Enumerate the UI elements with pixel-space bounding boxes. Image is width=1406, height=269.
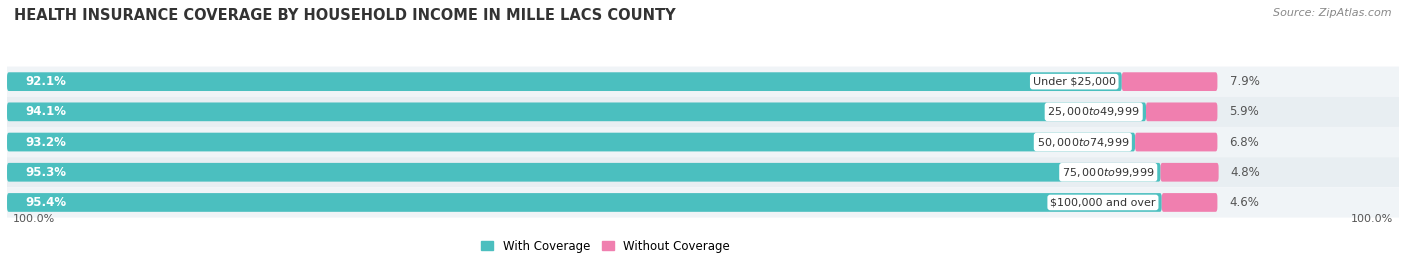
FancyBboxPatch shape: [7, 72, 1122, 91]
Text: 7.9%: 7.9%: [1229, 75, 1260, 88]
FancyBboxPatch shape: [7, 193, 1161, 212]
FancyBboxPatch shape: [1135, 133, 1218, 151]
Text: 100.0%: 100.0%: [1351, 214, 1393, 224]
Text: 4.8%: 4.8%: [1230, 166, 1260, 179]
FancyBboxPatch shape: [7, 127, 1399, 157]
FancyBboxPatch shape: [1161, 193, 1218, 212]
Text: 94.1%: 94.1%: [25, 105, 66, 118]
Text: 4.6%: 4.6%: [1229, 196, 1260, 209]
Text: 95.4%: 95.4%: [25, 196, 66, 209]
FancyBboxPatch shape: [7, 66, 1399, 97]
Text: $100,000 and over: $100,000 and over: [1050, 197, 1156, 207]
Text: 95.3%: 95.3%: [25, 166, 66, 179]
Text: Under $25,000: Under $25,000: [1033, 77, 1116, 87]
Text: 92.1%: 92.1%: [25, 75, 66, 88]
Text: $25,000 to $49,999: $25,000 to $49,999: [1047, 105, 1140, 118]
FancyBboxPatch shape: [7, 187, 1399, 218]
FancyBboxPatch shape: [1122, 72, 1218, 91]
FancyBboxPatch shape: [7, 133, 1135, 151]
FancyBboxPatch shape: [1160, 163, 1219, 182]
Text: 6.8%: 6.8%: [1229, 136, 1260, 148]
Legend: With Coverage, Without Coverage: With Coverage, Without Coverage: [477, 235, 734, 258]
Text: 93.2%: 93.2%: [25, 136, 66, 148]
FancyBboxPatch shape: [7, 157, 1399, 187]
FancyBboxPatch shape: [1146, 102, 1218, 121]
Text: 5.9%: 5.9%: [1229, 105, 1260, 118]
Text: HEALTH INSURANCE COVERAGE BY HOUSEHOLD INCOME IN MILLE LACS COUNTY: HEALTH INSURANCE COVERAGE BY HOUSEHOLD I…: [14, 8, 676, 23]
FancyBboxPatch shape: [7, 102, 1146, 121]
Text: $75,000 to $99,999: $75,000 to $99,999: [1062, 166, 1154, 179]
Text: 100.0%: 100.0%: [13, 214, 55, 224]
Text: Source: ZipAtlas.com: Source: ZipAtlas.com: [1274, 8, 1392, 18]
FancyBboxPatch shape: [7, 163, 1160, 182]
FancyBboxPatch shape: [7, 97, 1399, 127]
Text: $50,000 to $74,999: $50,000 to $74,999: [1036, 136, 1129, 148]
